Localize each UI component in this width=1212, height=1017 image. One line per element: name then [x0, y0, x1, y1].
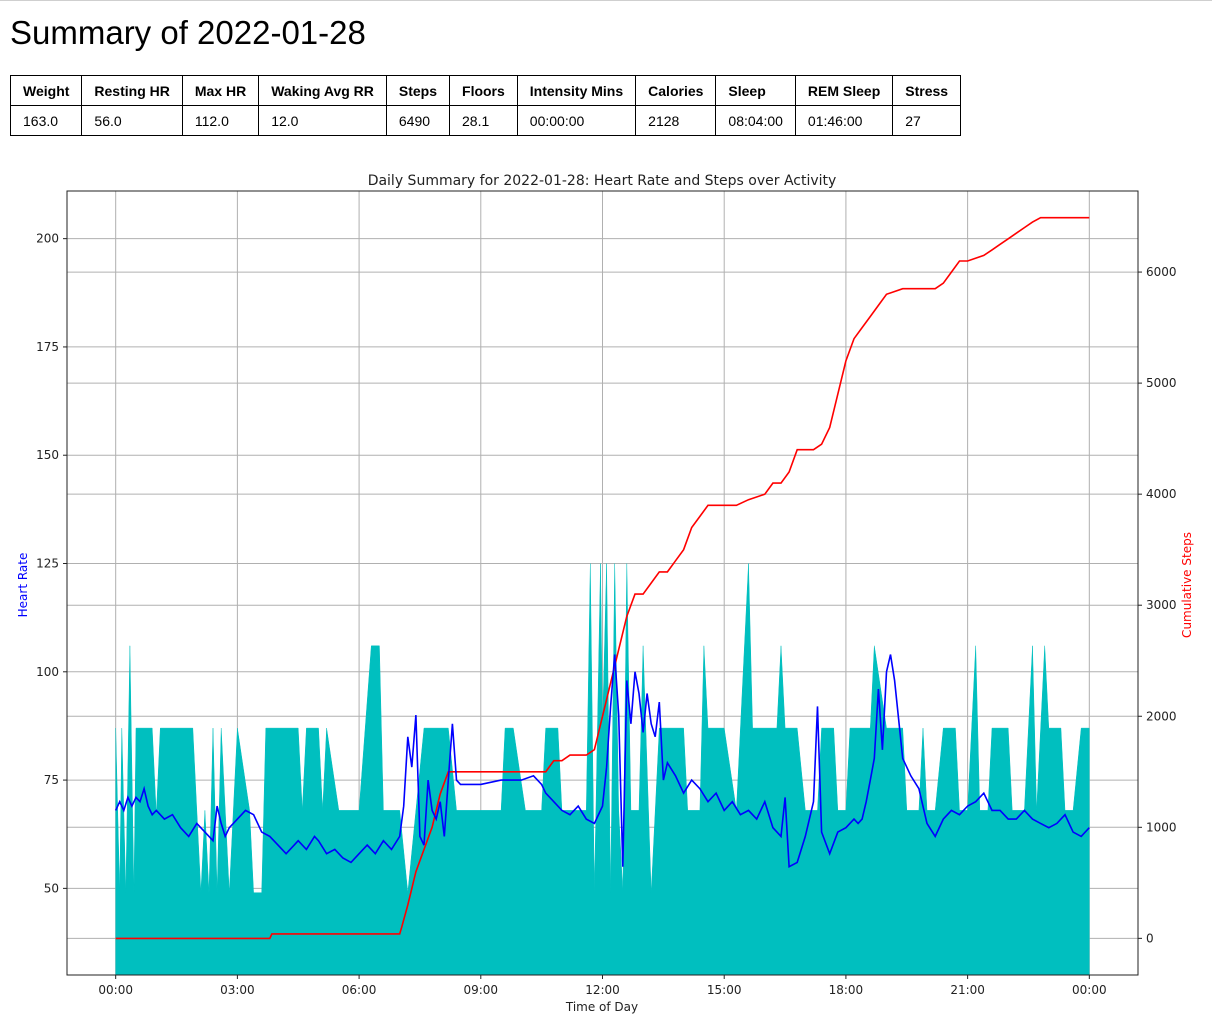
x-axis-label: Time of Day [565, 1000, 638, 1014]
header-sleep: Sleep [715, 75, 796, 106]
header-rem-sleep: REM Sleep [794, 75, 894, 106]
value-floors: 28.1 [449, 105, 518, 136]
y-left-tick-label: 75 [44, 773, 59, 787]
header-steps: Steps [385, 75, 451, 106]
header-max-hr: Max HR [181, 75, 260, 106]
summary-table: Weight Resting HR Max HR Waking Avg RR S… [9, 75, 962, 136]
y-right-tick-label: 4000 [1146, 487, 1177, 501]
header-calories: Calories [635, 75, 717, 106]
steps-series [115, 216, 1090, 940]
axes: 00:00 03:00 06:00 09:00 12:00 15:00 18:00 21:00… [36, 232, 1176, 997]
y-left-tick-label: 50 [44, 881, 59, 895]
summary-value-row: 163.0 56.0 112.0 12.0 6490 28.1 00:00:00… [9, 105, 962, 136]
page-title: Summary of 2022-01-28 [10, 14, 366, 51]
header-stress: Stress [892, 75, 962, 106]
summary-header-row: Weight Resting HR Max HR Waking Avg RR S… [9, 75, 962, 106]
value-sleep: 08:04:00 [715, 105, 796, 136]
x-tick-label: 15:00 [707, 983, 742, 997]
value-resting-hr: 56.0 [81, 105, 183, 136]
x-tick-label: 18:00 [829, 983, 864, 997]
y-left-tick-label: 125 [36, 557, 59, 571]
header-weight: Weight [9, 75, 83, 106]
y-left-tick-label: 200 [36, 232, 59, 246]
x-tick-label: 09:00 [463, 983, 498, 997]
y-axis-right-label: Cumulative Steps [1180, 532, 1194, 638]
value-steps: 6490 [385, 105, 451, 136]
y-axis-left-label: Heart Rate [16, 553, 30, 618]
x-tick-label: 03:00 [220, 983, 255, 997]
x-tick-label: 12:00 [585, 983, 620, 997]
y-right-tick-label: 3000 [1146, 598, 1177, 612]
header-floors: Floors [449, 75, 518, 106]
header-resting-hr: Resting HR [81, 75, 183, 106]
y-right-tick-label: 6000 [1146, 265, 1177, 279]
value-stress: 27 [892, 105, 962, 136]
x-tick-label: 21:00 [950, 983, 985, 997]
value-rem-sleep: 01:46:00 [794, 105, 894, 136]
daily-summary-chart: Daily Summary for 2022-01-28: Heart Rate… [16, 173, 1194, 1014]
y-right-tick-label: 2000 [1146, 709, 1177, 723]
y-left-tick-label: 100 [36, 665, 59, 679]
heart-rate-line [114, 654, 1090, 868]
heart-rate-series [114, 654, 1090, 868]
value-calories: 2128 [635, 105, 717, 136]
value-weight: 163.0 [9, 105, 83, 136]
value-intensity-mins: 00:00:00 [516, 105, 637, 136]
y-right-tick-label: 5000 [1146, 376, 1177, 390]
top-divider [0, 0, 1212, 1]
steps-line [115, 216, 1090, 940]
y-left-tick-label: 150 [36, 448, 59, 462]
header-intensity-mins: Intensity Mins [516, 75, 637, 106]
chart-title: Daily Summary for 2022-01-28: Heart Rate… [368, 173, 837, 189]
x-tick-label: 00:00 [1072, 983, 1107, 997]
x-tick-label: 06:00 [342, 983, 377, 997]
y-left-tick-label: 175 [36, 340, 59, 354]
y-right-tick-label: 0 [1146, 931, 1154, 945]
value-max-hr: 112.0 [181, 105, 260, 136]
value-waking-avg-rr: 12.0 [258, 105, 387, 136]
header-waking-avg-rr: Waking Avg RR [258, 75, 387, 106]
x-tick-label: 00:00 [98, 983, 133, 997]
y-right-tick-label: 1000 [1146, 820, 1177, 834]
